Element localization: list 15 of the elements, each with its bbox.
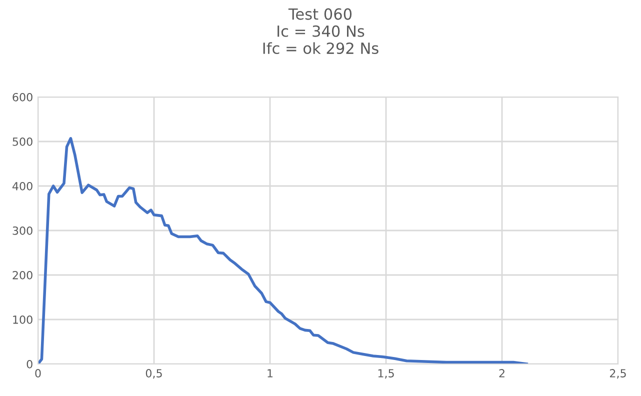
chart-title: Test 060 Ic = 340 Ns Ifc = ok 292 Ns: [263, 8, 378, 54]
line-series: [38, 136, 528, 364]
x-tick-label: 2: [499, 369, 504, 378]
y-tick-label: 100: [13, 315, 32, 324]
x-tick-label: 0: [35, 369, 41, 378]
y-tick-label: 300: [12, 226, 32, 235]
y-tick-label: 400: [12, 182, 32, 190]
y-tick-label: 0: [26, 360, 32, 368]
x-tick-label: 1: [268, 369, 273, 378]
y-tick-label: 600: [12, 92, 32, 102]
y-tick-label: 500: [12, 137, 32, 146]
x-tick-label: 1,5: [378, 369, 394, 379]
y-tick-label: 200: [12, 270, 32, 280]
x-tick-label: 0,5: [146, 369, 162, 379]
x-tick-label: 2,5: [610, 369, 626, 379]
